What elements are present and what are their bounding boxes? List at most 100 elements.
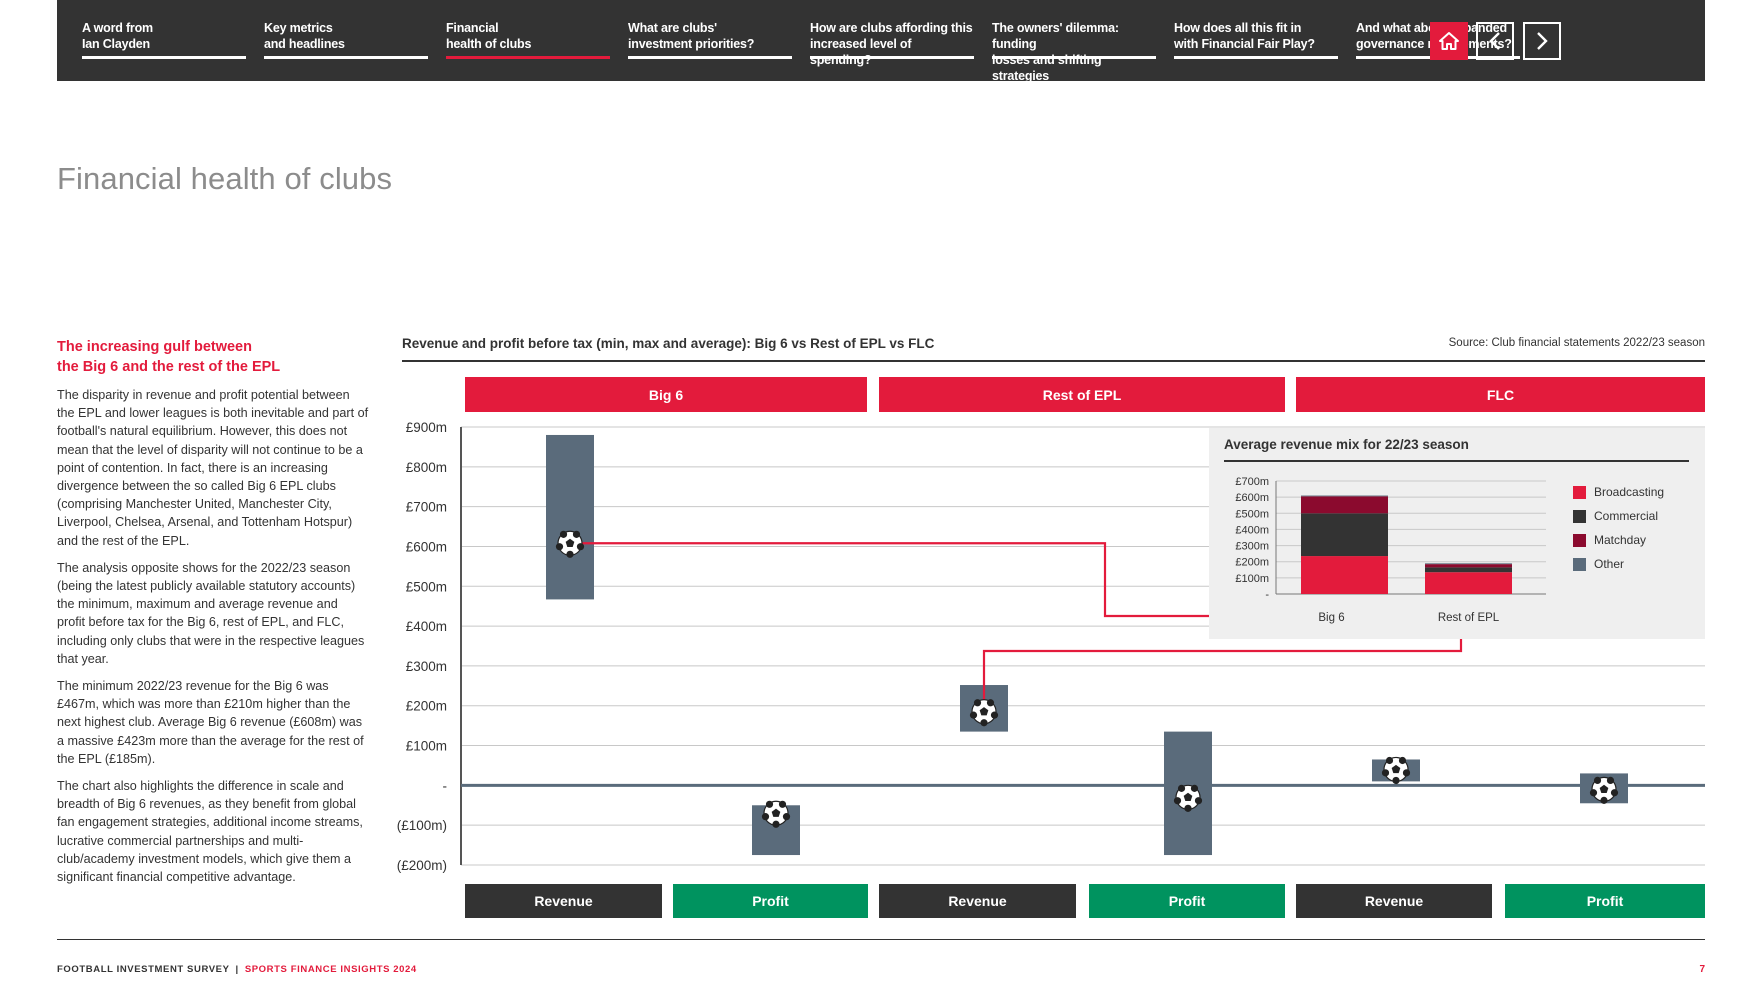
y-tick-label: £500m: [406, 579, 447, 594]
inset-title: Average revenue mix for 22/23 season: [1224, 437, 1469, 452]
inset-y-tick-label: £400m: [1235, 524, 1269, 536]
paragraph: The minimum 2022/23 revenue for the Big …: [57, 679, 364, 766]
football-patch: [778, 800, 787, 808]
inset-y-tick-label: £100m: [1235, 573, 1269, 585]
group-header-rest-of-epl: Rest of EPL: [879, 377, 1285, 412]
chart-source: Source: Club financial statements 2022/2…: [1448, 337, 1705, 349]
stack-segment-broadcasting: [1425, 572, 1512, 594]
nav-item-line: and headlines: [264, 37, 345, 51]
inset-y-tick-label: £300m: [1235, 541, 1269, 553]
football-patch: [1398, 756, 1407, 765]
football-icon: [1589, 776, 1619, 804]
football-patch: [572, 530, 581, 538]
stack-segment-commercial: [1425, 567, 1512, 573]
y-tick-label: -: [443, 778, 448, 793]
page-number: 7: [1699, 964, 1705, 975]
connector-rest-of-epl: [982, 632, 1463, 712]
legend-label: Other: [1594, 557, 1625, 571]
legend: Broadcasting Commercial Matchday Other: [1573, 480, 1664, 576]
football-patch: [1184, 804, 1192, 812]
y-tick-label: £200m: [406, 699, 447, 714]
paragraph: The analysis opposite shows for the 2022…: [57, 560, 365, 666]
inset-x-tick-label: Rest of EPL: [1438, 612, 1500, 624]
footer-rule: [57, 939, 1705, 940]
football-patch: [771, 808, 781, 817]
inset-y-tick-label: £500m: [1235, 508, 1269, 520]
football-patch: [1606, 776, 1615, 785]
nav-item-line: losses and shifting strategies: [992, 53, 1102, 83]
inset-y-tick-label: £600m: [1235, 492, 1269, 504]
inset-revenue-mix: Average revenue mix for 22/23 season £70…: [1209, 428, 1705, 639]
nav-item-2[interactable]: Key metrics and headlines: [264, 19, 428, 59]
football-patch: [1173, 797, 1182, 805]
nav-item-1[interactable]: A word from Ian Clayden: [82, 19, 246, 59]
nav-item-line: Key metrics: [264, 21, 333, 35]
lead-line-2: the Big 6 and the rest of the EPL: [57, 359, 281, 375]
football-patch: [576, 543, 585, 551]
y-tick-label: £100m: [406, 739, 447, 754]
nav-item-5[interactable]: How are clubs affording this increased le…: [810, 19, 974, 67]
stack-segment-broadcasting: [1301, 556, 1388, 594]
football-patch: [765, 800, 774, 808]
football-patch: [1381, 769, 1390, 777]
nav-item-line: How does all this fit in: [1174, 21, 1302, 35]
body-text: The disparity in revenue and profit pote…: [57, 386, 369, 895]
football-patch: [1600, 796, 1608, 804]
home-button[interactable]: [1430, 22, 1468, 60]
top-nav: A word from Ian Clayden Key metrics and hea…: [57, 0, 1705, 83]
legend-item-matchday: Matchday: [1573, 528, 1664, 552]
footer-report-name: SPORTS FINANCE INSIGHTS 2024: [244, 964, 417, 975]
football-patch: [986, 699, 995, 707]
football-patch: [1593, 776, 1602, 785]
y-tick-label: (£200m): [397, 858, 447, 873]
chart-title: Revenue and profit before tax (min, max …: [402, 336, 935, 351]
stack-segment-other: [1425, 563, 1512, 565]
nav-item-line: How are clubs affording this: [810, 21, 973, 35]
category-label-rest-profit: Profit: [1089, 884, 1285, 918]
lead-line-1: The increasing gulf between: [57, 339, 252, 355]
football-patch: [1177, 784, 1186, 792]
football-patch: [772, 820, 780, 828]
football-patch: [1385, 756, 1394, 765]
football-patch: [1190, 784, 1199, 792]
nav-item-line: The owners' dilemma: funding: [992, 21, 1119, 51]
category-label-flc-revenue: Revenue: [1296, 884, 1492, 918]
nav-item-4[interactable]: What are clubs' investment priorities?: [628, 19, 792, 59]
paragraph: The disparity in revenue and profit pote…: [57, 388, 369, 548]
football-patch: [1599, 784, 1609, 794]
next-page-button[interactable]: [1523, 22, 1561, 60]
group-header-flc: FLC: [1296, 377, 1705, 412]
connector-big6: [570, 542, 1320, 618]
football-patch: [1402, 769, 1411, 777]
football-patch: [969, 711, 978, 719]
nav-item-3[interactable]: Financial health of clubs: [446, 19, 610, 59]
footer-publication: FOOTBALL INVESTMENT SURVEY | SPORTS FINANC…: [57, 964, 417, 975]
stack-segment-commercial: [1301, 513, 1388, 557]
legend-swatch: [1573, 509, 1586, 523]
nav-item-line: with Financial Fair Play?: [1174, 37, 1315, 51]
football-icon: [1173, 784, 1203, 812]
inset-x-tick-label: Big 6: [1318, 612, 1344, 624]
nav-item-7[interactable]: How does all this fit in with Financial F…: [1174, 19, 1338, 59]
football-patch: [990, 711, 999, 719]
paragraph: The chart also highlights the difference…: [57, 779, 363, 885]
legend-swatch: [1573, 485, 1586, 499]
nav-item-line: increased level of spending?: [810, 37, 912, 67]
stack-segment-matchday: [1425, 564, 1512, 568]
previous-page-button[interactable]: [1476, 22, 1514, 60]
legend-item-broadcasting: Broadcasting: [1573, 480, 1664, 504]
inset-y-tick-label: £200m: [1235, 557, 1269, 569]
category-label-big6-revenue: Revenue: [465, 884, 662, 918]
football-patch: [980, 719, 988, 727]
y-tick-label: £300m: [406, 659, 447, 674]
nav-item-6[interactable]: The owners' dilemma: funding losses and s…: [992, 19, 1156, 83]
footer-survey-name: FOOTBALL INVESTMENT SURVEY: [57, 964, 230, 975]
football-patch: [1589, 789, 1598, 797]
y-tick-label: £900m: [406, 420, 447, 435]
inset-title-rule: [1224, 460, 1689, 462]
lead-heading: The increasing gulf between the Big 6 an…: [57, 337, 357, 377]
home-icon: [1439, 32, 1459, 50]
football-icon: [761, 800, 791, 828]
chart-title-rule: [402, 360, 1705, 362]
football-patch: [555, 543, 564, 551]
